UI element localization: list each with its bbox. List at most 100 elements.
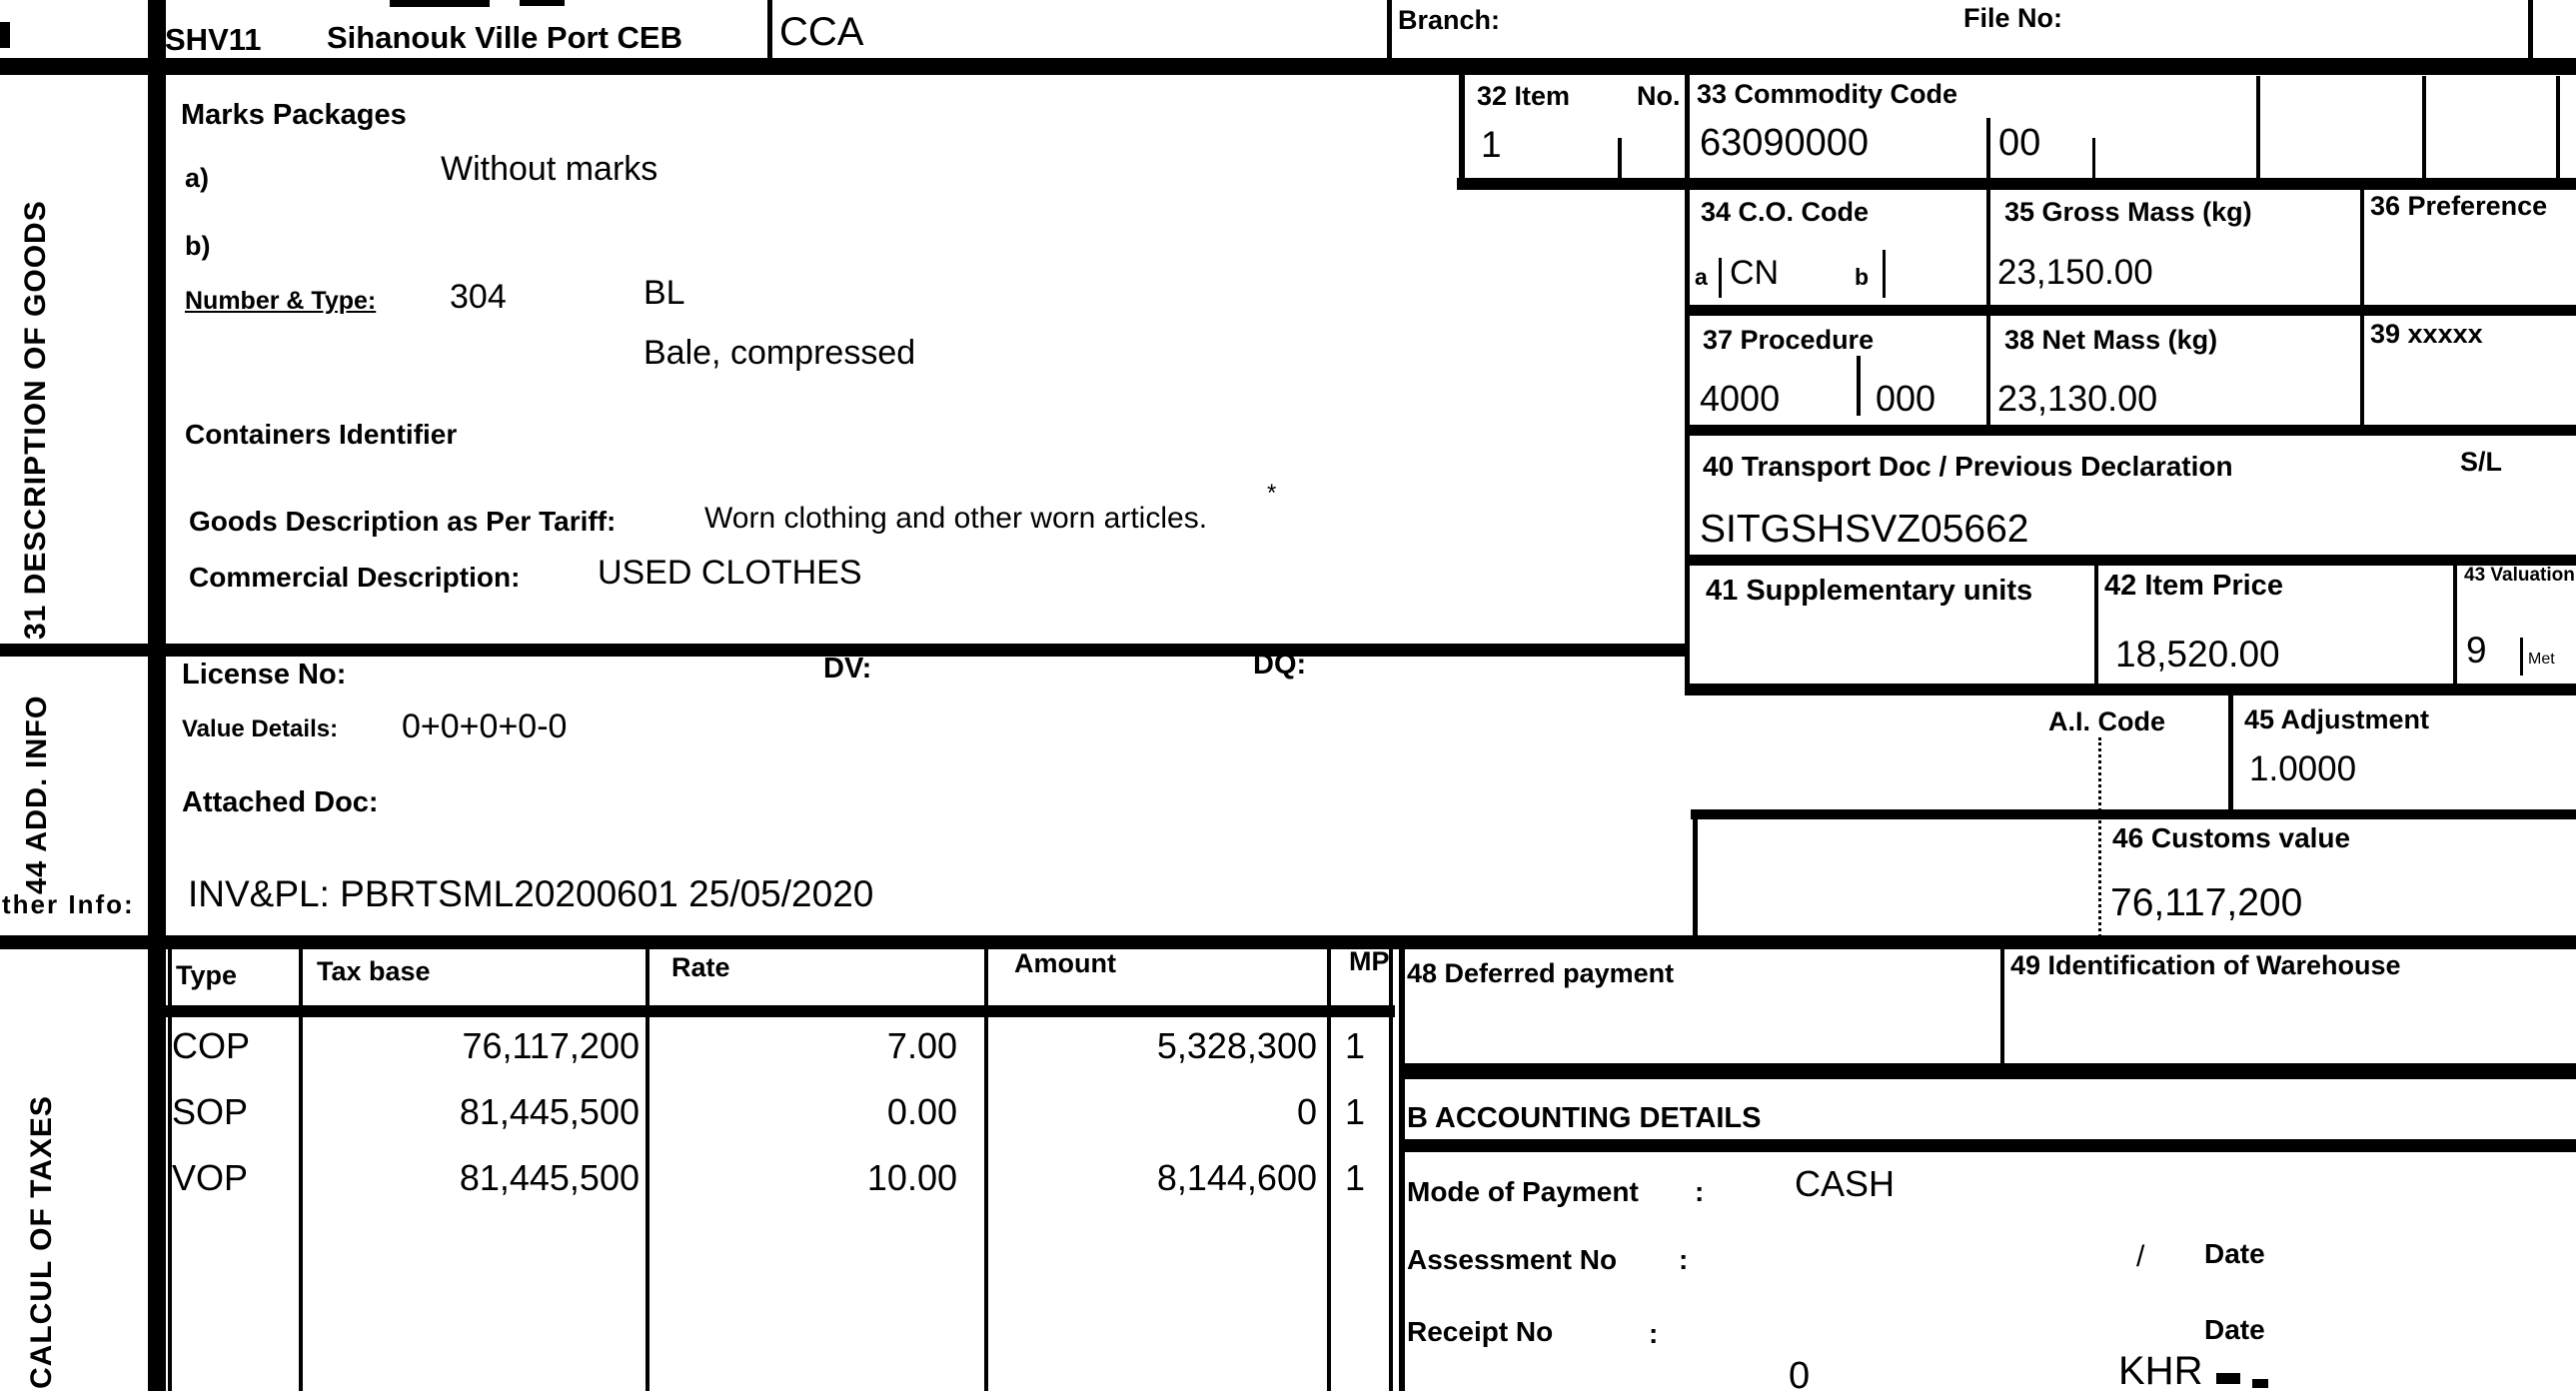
tax-row-rate: 7.00 [886,1025,957,1066]
receipt-no-label: Receipt No [1407,1316,1554,1347]
aicode-45-divider [2228,690,2233,811]
tariff-superscript-mark: * [1267,480,1277,507]
currency-khr: KHR [2118,1349,2203,1391]
box34-b-pipe [1883,250,1886,298]
box36-label: 36 Preference [2370,191,2548,221]
mode-of-payment-value: CASH [1795,1163,1896,1204]
tax-row-type: COP [172,1025,251,1066]
scan-mark [520,0,565,6]
clipped-text-fragment [2216,1373,2240,1384]
box38-value: 23,130.00 [1997,378,2158,419]
box43-method-tick [2520,638,2523,676]
box48-49-divider [2000,944,2004,1064]
row34-bottom-rule [1689,305,2576,316]
tax-col-base-divider [645,944,649,1391]
box42-value: 18,520.00 [2115,634,2280,675]
box38-label: 38 Net Mass (kg) [2004,325,2218,355]
tax-row-amount: 0 [1296,1091,1317,1132]
marks-packages-label: Marks Packages [181,99,407,131]
cca-code: CCA [779,10,864,54]
box33-code-divider [1986,118,1990,180]
box45-value: 1.0000 [2249,749,2357,788]
tax-col-type-header: Type [176,960,238,990]
row41-bottom-rule [1685,684,2576,696]
tax-row-base: 81,445,500 [459,1157,640,1198]
marks-a-label: a) [185,163,210,193]
tax-col-mp-edge [1389,944,1393,1391]
box46-label: 46 Customs value [2112,822,2351,853]
box48-label: 48 Deferred payment [1407,958,1675,988]
tax-row-amount: 5,328,300 [1156,1025,1317,1066]
box39-label: 39 xxxxx [2370,319,2483,349]
receipt-date-label: Date [2204,1314,2265,1345]
header-cell-divider [767,0,772,62]
box33-cell-line-1 [2256,76,2260,180]
dv-label: DV: [823,653,872,685]
tax-col-rate-header: Rate [671,952,730,982]
office-name: Sihanouk Ville Port CEB [327,20,683,55]
box40-sl-label: S/L [2460,447,2503,477]
box35-label: 35 Gross Mass (kg) [2004,197,2252,227]
other-info-label: ther Info: [2,889,135,919]
box32-no-label: No. [1637,81,1681,111]
attached-doc-label: Attached Doc: [182,786,379,818]
value-details-label: Value Details: [182,715,339,742]
scan-mark [0,22,10,48]
box43-value: 9 [2466,630,2487,671]
assessment-no-colon: : [1679,1244,1689,1275]
box33-code-value: 63090000 [1700,122,1870,164]
header-branch-divider [1387,0,1392,64]
box34-a-value: CN [1730,254,1780,292]
commercial-description-value: USED CLOTHES [598,554,862,592]
number-type-label: Number & Type: [185,287,377,315]
tariff-description-value: Worn clothing and other worn articles. [704,502,1208,535]
col-42-43-divider [2453,566,2457,688]
box46-value: 76,117,200 [2110,881,2303,924]
box46-left-border [1693,811,1698,937]
main-left-border [148,0,166,1391]
box33-label: 33 Commodity Code [1697,79,1958,109]
accounting-underline-rule [1399,1139,2576,1152]
tax-col-rate-divider [984,944,988,1391]
box34-a-label: a [1695,264,1708,290]
box43-method-fragment: Met [2528,651,2555,668]
box40-label: 40 Transport Doc / Previous Declaration [1703,451,2233,482]
box40-value: SITGSHSVZ05662 [1700,508,2029,551]
box32-no-tick [1618,138,1622,190]
marks-a-value: Without marks [441,150,658,188]
box49-label: 49 Identification of Warehouse [2010,950,2401,980]
clipped-text-fragment [2252,1379,2268,1388]
value-details-value: 0+0+0+0-0 [402,707,568,745]
right-panel-divider [1685,75,1690,687]
box33-cell-line-2 [2422,76,2426,180]
box34-label: 34 C.O. Code [1701,197,1870,227]
section-31-label: 31 DESCRIPTION OF GOODS [19,200,52,640]
mode-of-payment-colon: : [1695,1176,1705,1207]
row33-bottom-rule [1457,178,2576,190]
header-right-divider [2528,0,2533,58]
box43-label: 43 Valuation [2464,565,2575,586]
box48-left-border [1399,944,1405,1391]
license-no-label: License No: [182,659,347,691]
other-info-value: INV&PL: PBRTSML20200601 25/05/2020 [188,873,874,914]
section-31-44-divider [0,644,1689,657]
tariff-description-label: Goods Description as Per Tariff: [189,506,617,537]
tax-row-base: 81,445,500 [459,1091,640,1132]
accounting-details-label: B ACCOUNTING DETAILS [1407,1102,1762,1134]
tax-col-amount-divider [1327,944,1331,1391]
dq-label: DQ: [1253,649,1307,681]
box35-value: 23,150.00 [1997,253,2153,292]
section-44-label: 44 ADD. INFO [21,695,53,894]
row40-bottom-rule [1689,555,2576,566]
ai-code-label: A.I. Code [2048,706,2166,736]
branch-label: Branch: [1398,5,1501,35]
tax-row-amount: 8,144,600 [1156,1157,1317,1198]
total-fees-zero: 0 [1789,1355,1811,1391]
assessment-slash: / [2136,1240,2145,1273]
tax-col-amount-header: Amount [1014,948,1116,978]
file-no-label: File No: [1963,3,2062,33]
tax-row-mp: 1 [1345,1091,1366,1132]
box34-b-label: b [1855,264,1870,290]
header-bottom-rule [0,58,2576,75]
tax-row-rate: 10.00 [866,1157,957,1198]
